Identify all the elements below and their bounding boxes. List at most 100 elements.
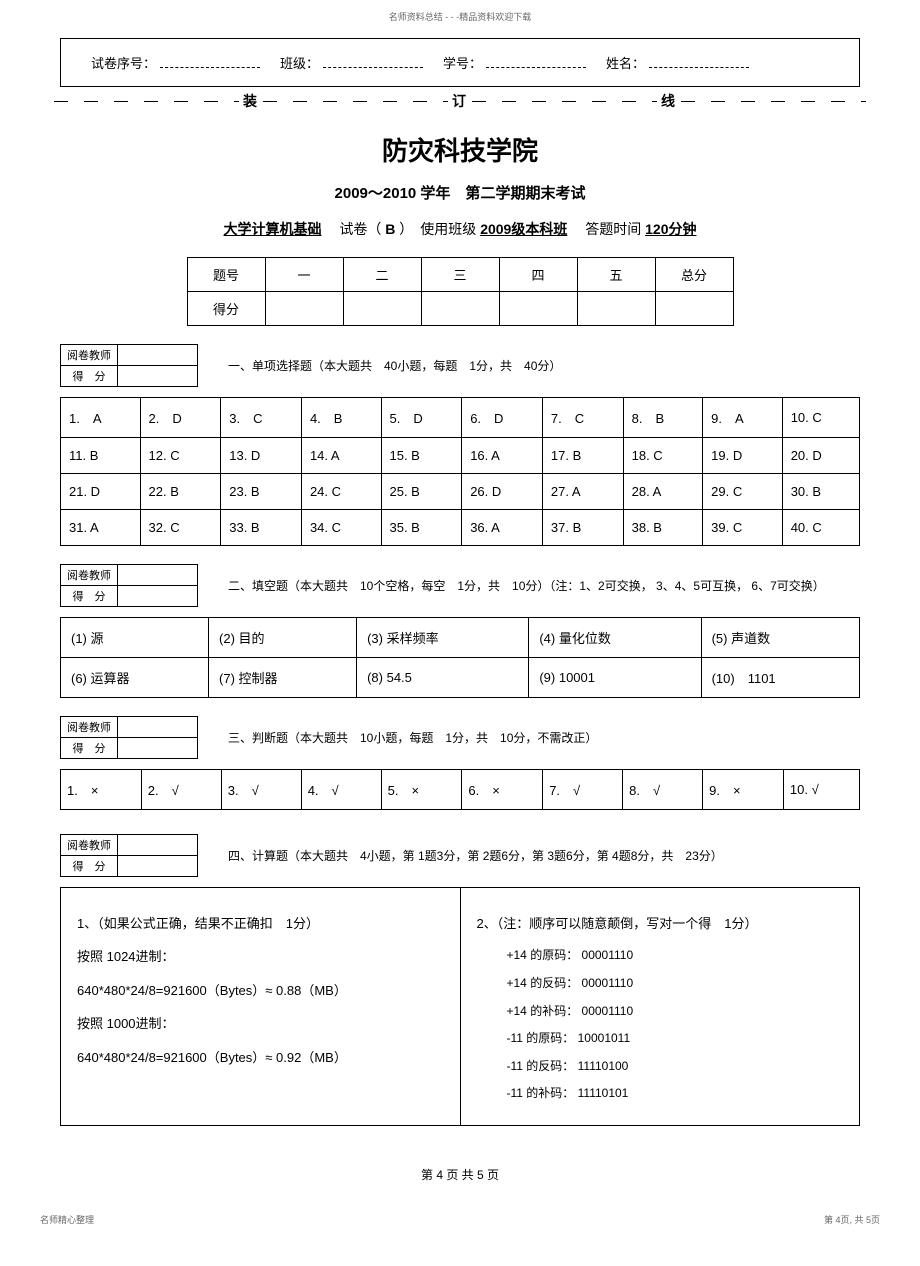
ding-label: 订	[452, 91, 468, 111]
dashes	[472, 101, 657, 102]
answer-cell: 22. B	[140, 474, 221, 510]
use-label: ） 使用班级	[399, 221, 476, 237]
field-blank	[649, 67, 749, 68]
header-label: 题号	[187, 258, 265, 292]
grader-box: 阅卷教师 得 分	[60, 564, 198, 607]
empty-cell	[118, 565, 198, 586]
empty-cell	[265, 292, 343, 326]
empty-cell	[118, 586, 198, 607]
section-header-1: 阅卷教师 得 分 一、单项选择题（本大题共 40小题，每题 1分，共 40分）	[60, 344, 860, 387]
answer-cell: 34. C	[301, 510, 381, 546]
grader-box: 阅卷教师 得 分	[60, 344, 198, 387]
grader-teacher: 阅卷教师	[61, 345, 118, 366]
judge-cell: 10. √	[783, 770, 859, 810]
answer-cell: 14. A	[301, 438, 381, 474]
calc-line: -11 的反码： 11110100	[507, 1056, 844, 1078]
answer-cell: 7. C	[542, 398, 623, 438]
empty-cell	[655, 292, 733, 326]
field-exam-number: 试卷序号：	[91, 53, 260, 72]
judge-cell: 7. √	[543, 770, 623, 810]
answer-cell: 9. A	[703, 398, 783, 438]
fill-cell: (3) 采样频率	[357, 618, 529, 658]
answer-cell: 33. B	[221, 510, 302, 546]
table-row: 21. D22. B23. B24. C25. B26. D27. A28. A…	[61, 474, 860, 510]
bottom-row: 名师精心整理 第 4页, 共 5页	[40, 1213, 880, 1226]
paper-code: B	[385, 221, 395, 237]
exam-info: 大学计算机基础 试卷（ B ） 使用班级 2009级本科班 答题时间 120分钟	[0, 219, 920, 239]
field-label: 班级：	[280, 53, 319, 72]
answer-cell: 23. B	[221, 474, 302, 510]
bottom-right: 第 4页, 共 5页	[824, 1213, 880, 1226]
col-label: 二	[343, 258, 421, 292]
answer-cell: 11. B	[61, 438, 141, 474]
judge-cell: 3. √	[221, 770, 301, 810]
grader-teacher: 阅卷教师	[61, 835, 118, 856]
answer-cell: 26. D	[462, 474, 543, 510]
time-value: 120分钟	[645, 221, 696, 237]
empty-cell	[343, 292, 421, 326]
table-row: 题号 一 二 三 四 五 总分	[187, 258, 733, 292]
empty-cell	[118, 835, 198, 856]
answer-cell: 38. B	[623, 510, 703, 546]
page-footer: 第 4 页 共 5 页	[0, 1166, 920, 1183]
fill-cell: (5) 声道数	[701, 618, 859, 658]
answer-cell: 16. A	[462, 438, 543, 474]
course-name: 大学计算机基础	[224, 221, 322, 237]
answer-cell: 30. B	[782, 474, 859, 510]
judge-cell: 8. √	[623, 770, 703, 810]
answer-cell: 20. D	[782, 438, 859, 474]
section-header-4: 阅卷教师 得 分 四、计算题（本大题共 4小题，第 1题3分，第 2题6分，第 …	[60, 834, 860, 877]
binding-line: 装 订 线	[50, 91, 870, 111]
answer-cell: 4. B	[301, 398, 381, 438]
table-row: 得分	[187, 292, 733, 326]
time-label: 答题时间	[571, 221, 641, 237]
section-header-3: 阅卷教师 得 分 三、判断题（本大题共 10小题，每题 1分，共 10分，不需改…	[60, 716, 860, 759]
section-desc: 二、填空题（本大题共 10个空格，每空 1分，共 10分）（注：1、2可交换， …	[228, 577, 825, 594]
paper-label: 试卷（	[325, 221, 381, 237]
answer-cell: 36. A	[462, 510, 543, 546]
empty-cell	[118, 366, 198, 387]
answer-cell: 5. D	[381, 398, 462, 438]
judge-cell: 1. ×	[61, 770, 142, 810]
answer-table-1: 1. A2. D3. C4. B5. D6. D7. C8. B9. A10. …	[60, 397, 860, 546]
calc-line: -11 的补码： 11110101	[507, 1083, 844, 1105]
fill-cell: (4) 量化位数	[529, 618, 701, 658]
calc-line: +14 的补码： 00001110	[507, 1001, 844, 1023]
calc-line: 按照 1000进制：	[77, 1012, 444, 1035]
fill-table: (1) 源(2) 目的(3) 采样频率(4) 量化位数(5) 声道数(6) 运算…	[60, 617, 860, 698]
answer-cell: 24. C	[301, 474, 381, 510]
answer-cell: 8. B	[623, 398, 703, 438]
col-label: 总分	[655, 258, 733, 292]
score-label: 得分	[187, 292, 265, 326]
grader-score: 得 分	[61, 856, 118, 877]
empty-cell	[118, 717, 198, 738]
section-header-2: 阅卷教师 得 分 二、填空题（本大题共 10个空格，每空 1分，共 10分）（注…	[60, 564, 860, 607]
fill-cell: (1) 源	[61, 618, 209, 658]
judge-cell: 5. ×	[381, 770, 462, 810]
page-title: 防灾科技学院	[0, 131, 920, 168]
calc-line: +14 的反码： 00001110	[507, 973, 844, 995]
grader-box: 阅卷教师 得 分	[60, 716, 198, 759]
fill-cell: (8) 54.5	[357, 658, 529, 698]
answer-cell: 13. D	[221, 438, 302, 474]
answer-cell: 3. C	[221, 398, 302, 438]
answer-cell: 28. A	[623, 474, 703, 510]
answer-cell: 37. B	[542, 510, 623, 546]
table-row: 11. B12. C13. D14. A15. B16. A17. B18. C…	[61, 438, 860, 474]
use-class: 2009级本科班	[480, 221, 567, 237]
answer-cell: 2. D	[140, 398, 221, 438]
tiny-header: 名师资料总结 - - -精品资料欢迎下载	[0, 10, 920, 23]
col-label: 四	[499, 258, 577, 292]
fill-cell: (10) 1101	[701, 658, 859, 698]
answer-cell: 35. B	[381, 510, 462, 546]
table-row: (1) 源(2) 目的(3) 采样频率(4) 量化位数(5) 声道数	[61, 618, 860, 658]
calc-left: 1、（如果公式正确，结果不正确扣 1分） 按照 1024进制： 640*480*…	[61, 888, 461, 1125]
answer-cell: 1. A	[61, 398, 141, 438]
calc-title: 2、（注：顺序可以随意颠倒，写对一个得 1分）	[477, 912, 844, 935]
judge-cell: 6. ×	[462, 770, 543, 810]
table-row: 1. ×2. √3. √4. √5. ×6. ×7. √8. √9. ×10. …	[61, 770, 860, 810]
calc-line: -11 的原码： 10001011	[507, 1028, 844, 1050]
field-label: 学号：	[443, 53, 482, 72]
grader-box: 阅卷教师 得 分	[60, 834, 198, 877]
section-desc: 四、计算题（本大题共 4小题，第 1题3分，第 2题6分，第 3题6分，第 4题…	[228, 847, 723, 864]
